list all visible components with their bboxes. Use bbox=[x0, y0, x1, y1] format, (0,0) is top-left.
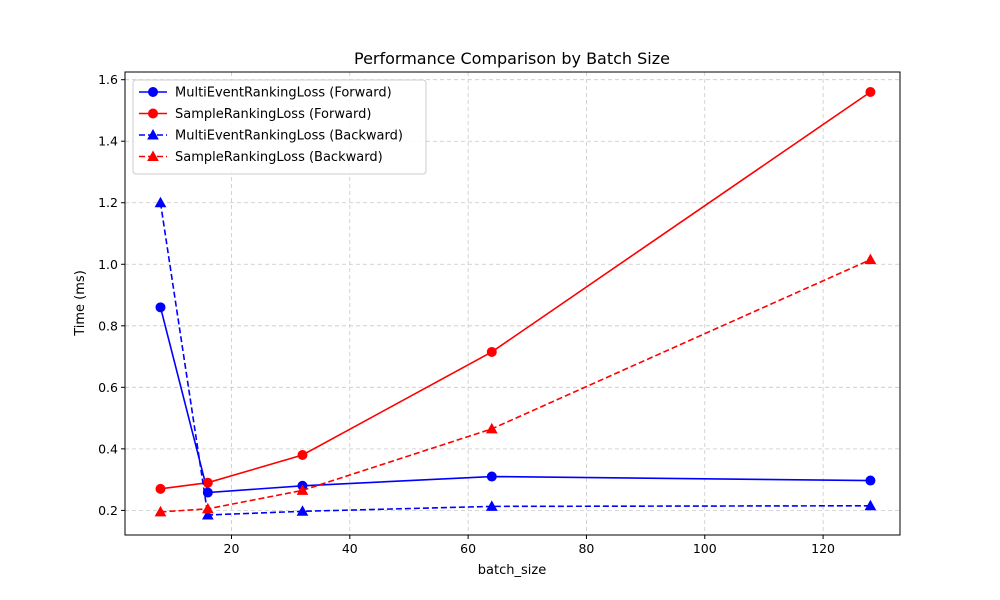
legend-label: SampleRankingLoss (Backward) bbox=[175, 150, 383, 165]
x-tick-label: 60 bbox=[460, 541, 476, 556]
data-point bbox=[296, 484, 309, 495]
legend-label: SampleRankingLoss (Forward) bbox=[175, 107, 371, 122]
data-point bbox=[202, 487, 213, 498]
ticks: 20 40 60 80 100 120 0.2 0.4 0.6 0.8 1.0 1.2 1.4 1.6 bbox=[98, 72, 835, 556]
data-point bbox=[865, 475, 876, 486]
data-point bbox=[154, 505, 167, 517]
x-tick-label: 100 bbox=[693, 541, 717, 556]
x-tick-label: 80 bbox=[578, 541, 594, 556]
x-axis-label: batch_size bbox=[478, 563, 546, 578]
legend-label: MultiEventRankingLoss (Forward) bbox=[175, 86, 392, 101]
series-layer bbox=[154, 86, 877, 520]
y-tick-label: 0.6 bbox=[98, 380, 118, 395]
data-point bbox=[296, 505, 309, 516]
grid bbox=[125, 72, 900, 535]
x-tick-label: 120 bbox=[811, 541, 835, 556]
data-point bbox=[864, 499, 877, 511]
series-4 bbox=[154, 253, 877, 517]
data-point bbox=[154, 196, 167, 208]
data-point bbox=[202, 477, 213, 488]
data-point bbox=[155, 302, 166, 313]
data-point bbox=[201, 502, 214, 514]
legend-entry: SampleRankingLoss (Forward) bbox=[139, 107, 371, 122]
y-tick-label: 0.4 bbox=[98, 441, 118, 456]
data-point bbox=[201, 508, 214, 520]
y-tick-label: 0.8 bbox=[98, 318, 118, 333]
y-tick-label: 1.0 bbox=[98, 257, 118, 272]
y-tick-label: 0.2 bbox=[98, 503, 118, 518]
legend-entry: SampleRankingLoss (Backward) bbox=[139, 150, 383, 165]
legend-marker bbox=[147, 150, 159, 161]
legend: MultiEventRankingLoss (Forward) SampleRan… bbox=[132, 79, 427, 175]
x-tick-label: 20 bbox=[224, 541, 240, 556]
data-point bbox=[864, 253, 877, 265]
data-point bbox=[485, 422, 498, 434]
data-point bbox=[486, 471, 497, 482]
data-point bbox=[155, 483, 166, 494]
chart-title: Performance Comparison by Batch Size bbox=[354, 49, 670, 68]
data-point bbox=[865, 86, 876, 97]
legend-entry: MultiEventRankingLoss (Backward) bbox=[139, 129, 403, 144]
data-point bbox=[485, 500, 498, 511]
y-tick-label: 1.2 bbox=[98, 195, 118, 210]
legend-entry: MultiEventRankingLoss (Forward) bbox=[139, 86, 392, 101]
data-point bbox=[486, 346, 497, 357]
legend-box bbox=[132, 79, 427, 175]
series-line bbox=[160, 258, 871, 513]
legend-marker bbox=[148, 108, 158, 119]
y-tick-label: 1.4 bbox=[98, 134, 118, 149]
legend-marker bbox=[148, 87, 158, 97]
y-axis-label: Time (ms) bbox=[73, 270, 88, 337]
plot-frame bbox=[124, 71, 901, 536]
data-point bbox=[297, 450, 308, 461]
legend-marker bbox=[147, 128, 159, 140]
y-tick-label: 1.6 bbox=[98, 72, 118, 87]
series-3 bbox=[154, 196, 877, 520]
x-tick-label: 40 bbox=[342, 541, 358, 556]
legend-label: MultiEventRankingLoss (Backward) bbox=[175, 129, 403, 144]
